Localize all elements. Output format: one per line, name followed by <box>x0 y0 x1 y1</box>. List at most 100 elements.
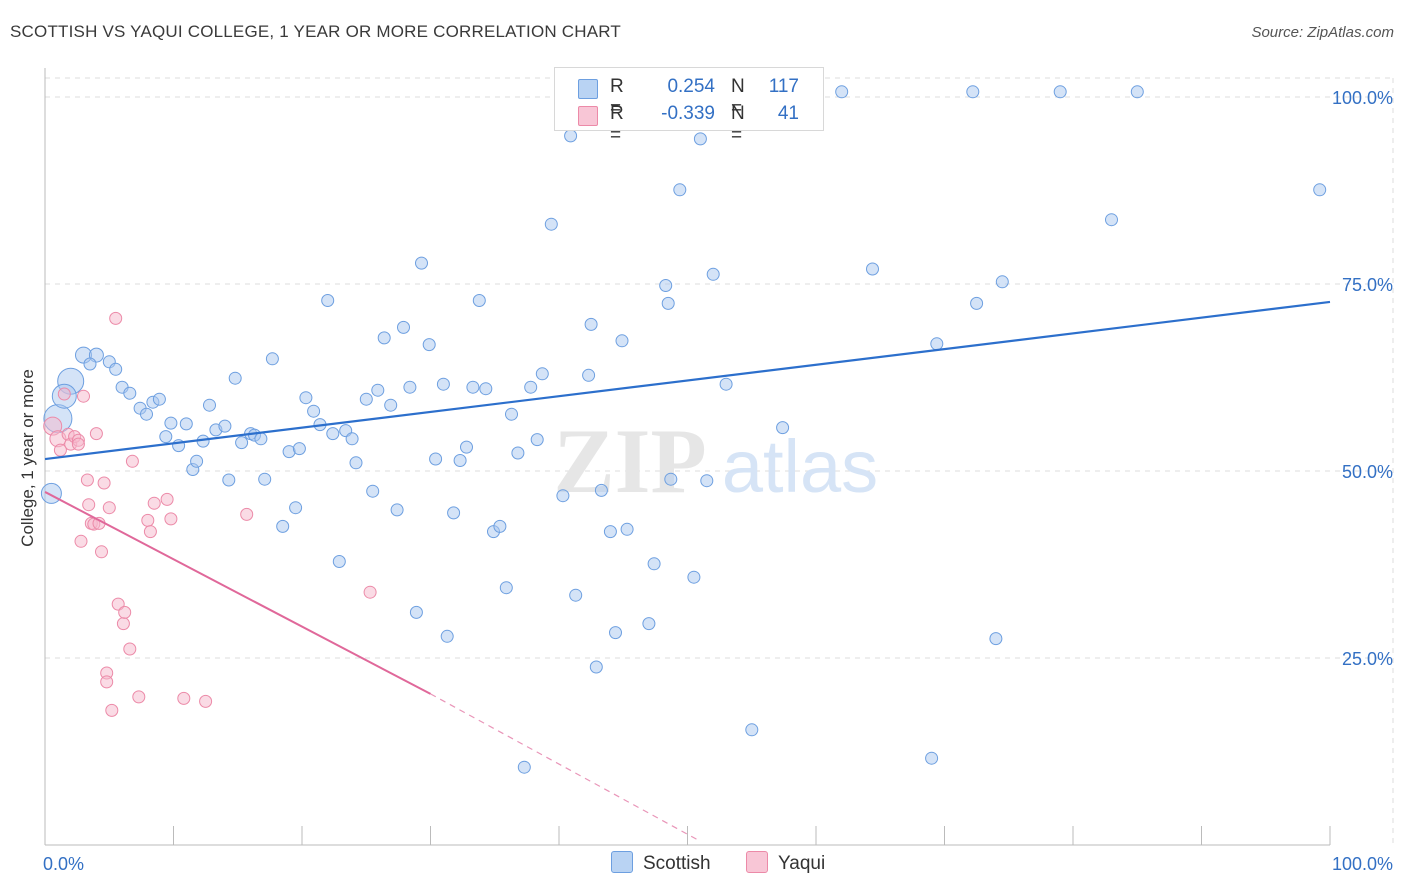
scottish-point <box>615 334 629 348</box>
axes <box>44 68 1331 846</box>
scottish-point <box>83 357 97 371</box>
yaqui-trend-line <box>44 491 431 695</box>
scottish-point <box>460 440 473 454</box>
yaqui-point <box>95 545 108 559</box>
yaqui-point <box>89 427 103 441</box>
scottish-point <box>603 525 617 539</box>
scottish-point <box>594 483 608 497</box>
scottish-point <box>966 85 980 99</box>
yaqui-point <box>71 437 85 451</box>
scottish-point <box>693 132 707 146</box>
tick-labels: 25.0% 50.0% 75.0% 100.0% 0.0% 100.0% <box>43 88 1393 874</box>
trend-lines <box>44 300 1331 842</box>
scottish-point <box>544 217 558 231</box>
yaqui-point <box>123 642 137 656</box>
y-tick-label: 25.0% <box>1342 649 1393 669</box>
scottish-point <box>517 760 531 774</box>
n-label: N = <box>731 103 745 146</box>
yaqui-legend-label: Yaqui <box>778 853 826 874</box>
yaqui-point <box>105 703 119 717</box>
yaqui-point <box>102 501 116 515</box>
scottish-point <box>292 442 306 456</box>
scottish-point <box>589 660 603 674</box>
scottish-point <box>265 352 279 366</box>
scottish-swatch <box>611 851 633 873</box>
scottish-point <box>453 454 467 467</box>
scottish-point <box>835 85 849 99</box>
scottish-point <box>228 371 242 385</box>
scottish-point <box>511 446 525 460</box>
scottish-point <box>479 382 493 396</box>
bottom-legend-yaqui[interactable]: Yaqui <box>746 851 825 875</box>
scottish-point <box>422 338 436 352</box>
yaqui-point <box>97 476 111 490</box>
n-label: N = <box>731 76 745 119</box>
scottish-point <box>647 557 661 571</box>
yaqui-point <box>77 389 90 403</box>
scottish-point <box>397 320 410 334</box>
scottish-point <box>359 392 373 406</box>
scottish-point <box>659 279 673 292</box>
stats-legend: R = 0.254 N = 117 R = -0.339 N = 41 <box>554 67 824 146</box>
yaqui-points <box>43 311 377 717</box>
scottish-point <box>440 629 454 643</box>
scottish-point <box>159 430 173 444</box>
scottish-point <box>345 432 359 446</box>
scottish-legend-label: Scottish <box>643 853 711 874</box>
scottish-point <box>384 398 398 412</box>
r-label: R = <box>610 76 624 119</box>
yaqui-point <box>125 454 139 468</box>
scottish-point <box>989 632 1003 646</box>
scottish-point <box>556 489 570 503</box>
yaqui-point <box>143 525 157 539</box>
scottish-point <box>235 436 249 450</box>
source-label: Source: ZipAtlas.com <box>1251 24 1394 41</box>
grid-lines <box>45 77 1394 845</box>
scottish-point <box>307 404 321 418</box>
bottom-legend-scottish[interactable]: Scottish <box>611 851 711 875</box>
yaqui-swatch <box>578 106 598 126</box>
scottish-point <box>190 454 204 468</box>
r-value: 0.254 <box>667 76 715 97</box>
scottish-trend-line <box>44 300 1331 461</box>
scottish-point <box>123 386 137 400</box>
scottish-point <box>366 484 380 498</box>
scottish-point <box>584 317 598 331</box>
y-tick-label: 100.0% <box>1332 88 1393 108</box>
scottish-point <box>109 362 123 376</box>
scottish-point <box>1105 213 1118 227</box>
yaqui-point <box>141 513 155 527</box>
scottish-point <box>866 262 879 276</box>
x-tick-label-min: 0.0% <box>43 854 84 874</box>
yaqui-point <box>199 694 213 708</box>
scottish-point <box>642 617 656 631</box>
yaqui-point <box>74 534 88 548</box>
scottish-point <box>152 392 166 406</box>
n-value: 41 <box>777 103 799 124</box>
scottish-point <box>40 482 62 504</box>
scottish-point <box>706 267 720 281</box>
scottish-point <box>447 506 461 520</box>
scottish-point <box>179 417 193 431</box>
scottish-point <box>664 472 678 486</box>
scottish-point <box>390 503 404 517</box>
scottish-point <box>700 474 714 488</box>
scottish-point <box>332 555 346 568</box>
scottish-point <box>377 331 391 345</box>
scottish-point <box>436 377 450 391</box>
scottish-point <box>415 256 428 270</box>
n-value: 117 <box>768 76 799 97</box>
scottish-point <box>429 452 443 466</box>
scottish-point <box>569 588 583 602</box>
scottish-point <box>371 383 385 397</box>
scottish-point <box>289 501 303 515</box>
scottish-point <box>661 296 675 310</box>
scottish-point <box>403 380 417 394</box>
scottish-point <box>995 275 1009 289</box>
yaqui-point <box>240 507 254 521</box>
scottish-point <box>1313 183 1327 197</box>
scottish-point <box>326 427 340 441</box>
scottish-point <box>499 581 513 595</box>
scottish-point <box>1130 85 1144 99</box>
yaqui-trend-extension <box>430 693 701 842</box>
